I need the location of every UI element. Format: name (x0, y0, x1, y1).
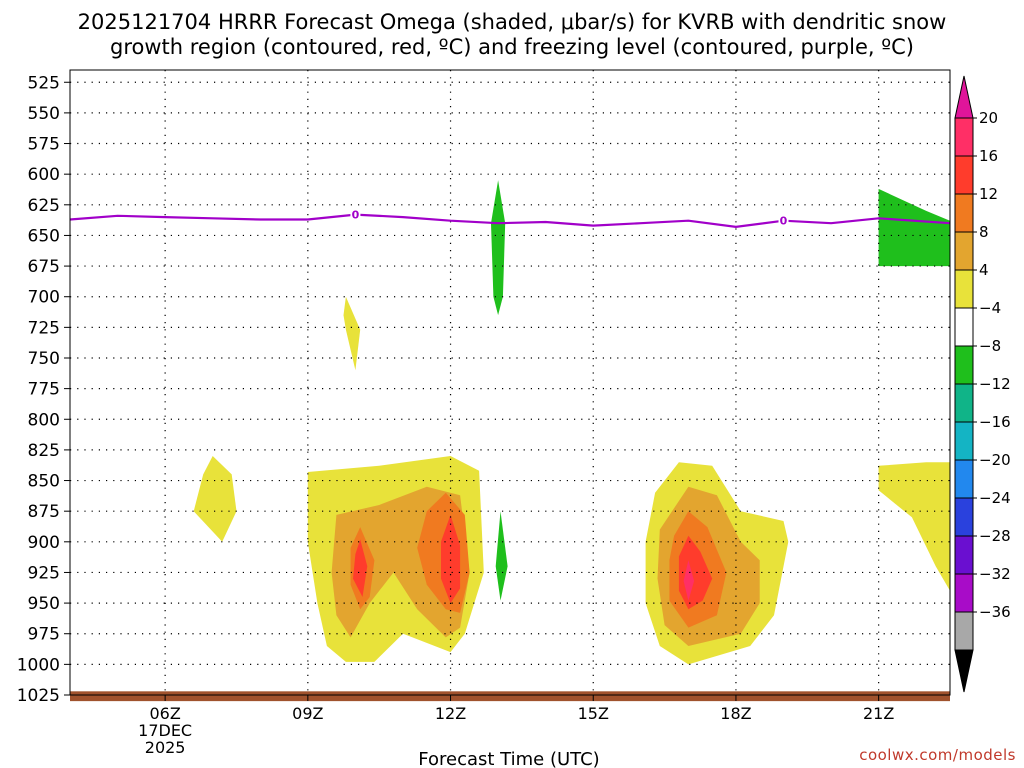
colorbar-tick-label: −4 (979, 299, 1001, 317)
x-tick-label: 06Z (149, 704, 180, 723)
omega-shaded-regions (193, 180, 950, 665)
credit-link[interactable]: coolwx.com/models (859, 746, 1016, 764)
colorbar-swatch (954, 345, 974, 385)
omega-region-13 (878, 462, 950, 591)
y-tick-label: 800 (28, 410, 60, 430)
y-tick-label: 825 (28, 441, 60, 461)
x-tick-label: 18Z (720, 704, 751, 723)
omega-region-5 (353, 539, 368, 597)
x-tick-label: 12Z (435, 704, 466, 723)
x-tick-date-label: 17DEC (138, 721, 192, 740)
y-tick-label: 750 (28, 349, 60, 369)
colorbar-tick-label: 20 (979, 109, 998, 127)
dotted-grid (70, 70, 950, 695)
colorbar-swatch (954, 231, 974, 271)
colorbar-swatch (954, 421, 974, 461)
y-tick-label: 950 (28, 594, 60, 614)
omega-region-14 (491, 180, 506, 316)
y-tick-label: 575 (28, 135, 60, 155)
colorbar-tick-label: 16 (979, 147, 998, 165)
colorbar-tick-label: 4 (979, 261, 989, 279)
chart-title-line-2: growth region (contoured, red, ºC) and f… (110, 35, 914, 59)
omega-region-4 (441, 514, 461, 604)
colorbar-swatch (954, 573, 974, 613)
y-axis-ticks: 525 550 575 600 625 650 675 700 725 750 775 800 825 8… (17, 73, 70, 706)
omega-region-10 (683, 560, 695, 601)
colorbar-swatch (954, 497, 974, 537)
x-axis-label: Forecast Time (UTC) (418, 749, 599, 768)
colorbar-tick-label: −28 (979, 527, 1011, 545)
y-tick-label: 850 (28, 472, 60, 492)
colorbar-tick-label: −20 (979, 451, 1011, 469)
colorbar-tick-label: −8 (979, 337, 1001, 355)
y-tick-label: 675 (28, 257, 60, 277)
contour-label-bg (350, 207, 361, 221)
omega-region-12 (343, 296, 361, 371)
contour-label: 0 (780, 215, 788, 228)
colorbar-swatch (954, 535, 974, 575)
colorbar-tick-label: −12 (979, 375, 1011, 393)
freezing-level-line (69, 213, 951, 229)
y-tick-label: 700 (28, 288, 60, 308)
y-tick-label: 775 (28, 380, 60, 400)
y-tick-label: 600 (28, 165, 60, 185)
y-tick-label: 550 (28, 104, 60, 124)
y-tick-label: 1000 (17, 655, 60, 675)
omega-region-15 (495, 511, 508, 601)
colorbar-swatch (954, 611, 974, 651)
omega-region-11 (193, 456, 237, 542)
colorbar-swatch (954, 155, 974, 195)
plot-frame (69, 69, 951, 696)
surface-band (70, 691, 950, 702)
colorbar-top-arrow (954, 75, 974, 119)
contour-label-bg (778, 213, 789, 227)
contour-label: 0 (352, 209, 360, 222)
y-tick-label: 650 (28, 226, 60, 246)
colorbar-tick-label: −32 (979, 565, 1011, 583)
colorbar-tick-label: −24 (979, 489, 1011, 507)
colorbar-tick-label: −16 (979, 413, 1011, 431)
y-tick-label: 525 (28, 73, 60, 93)
x-tick-label: 09Z (292, 704, 323, 723)
x-tick-date-label: 2025 (145, 738, 186, 757)
x-tick-label: 21Z (863, 704, 894, 723)
colorbar-swatch (954, 459, 974, 499)
y-tick-label: 725 (28, 318, 60, 338)
y-tick-label: 1025 (17, 686, 60, 706)
y-tick-label: 875 (28, 502, 60, 522)
colorbar-tick-label: −36 (979, 603, 1011, 621)
x-tick-label: 15Z (578, 704, 609, 723)
colorbar: 20 16 12 8 4 −4 −8 −12 −16 −20 −24 −28 −32 −36 (954, 75, 1011, 693)
colorbar-swatch (954, 269, 974, 309)
y-tick-label: 625 (28, 196, 60, 216)
colorbar-tick-label: 12 (979, 185, 998, 203)
chart-title-line-1: 2025121704 HRRR Forecast Omega (shaded, … (78, 10, 947, 34)
y-tick-label: 975 (28, 625, 60, 645)
colorbar-swatch (954, 383, 974, 423)
colorbar-tick-label: 8 (979, 223, 989, 241)
y-tick-label: 900 (28, 533, 60, 553)
colorbar-swatch (954, 307, 974, 347)
omega-region-16 (878, 188, 950, 267)
surface-terrain-band (70, 691, 950, 702)
colorbar-swatch (954, 117, 974, 157)
y-tick-label: 925 (28, 563, 60, 583)
colorbar-bottom-arrow (954, 649, 974, 693)
colorbar-swatch (954, 193, 974, 233)
